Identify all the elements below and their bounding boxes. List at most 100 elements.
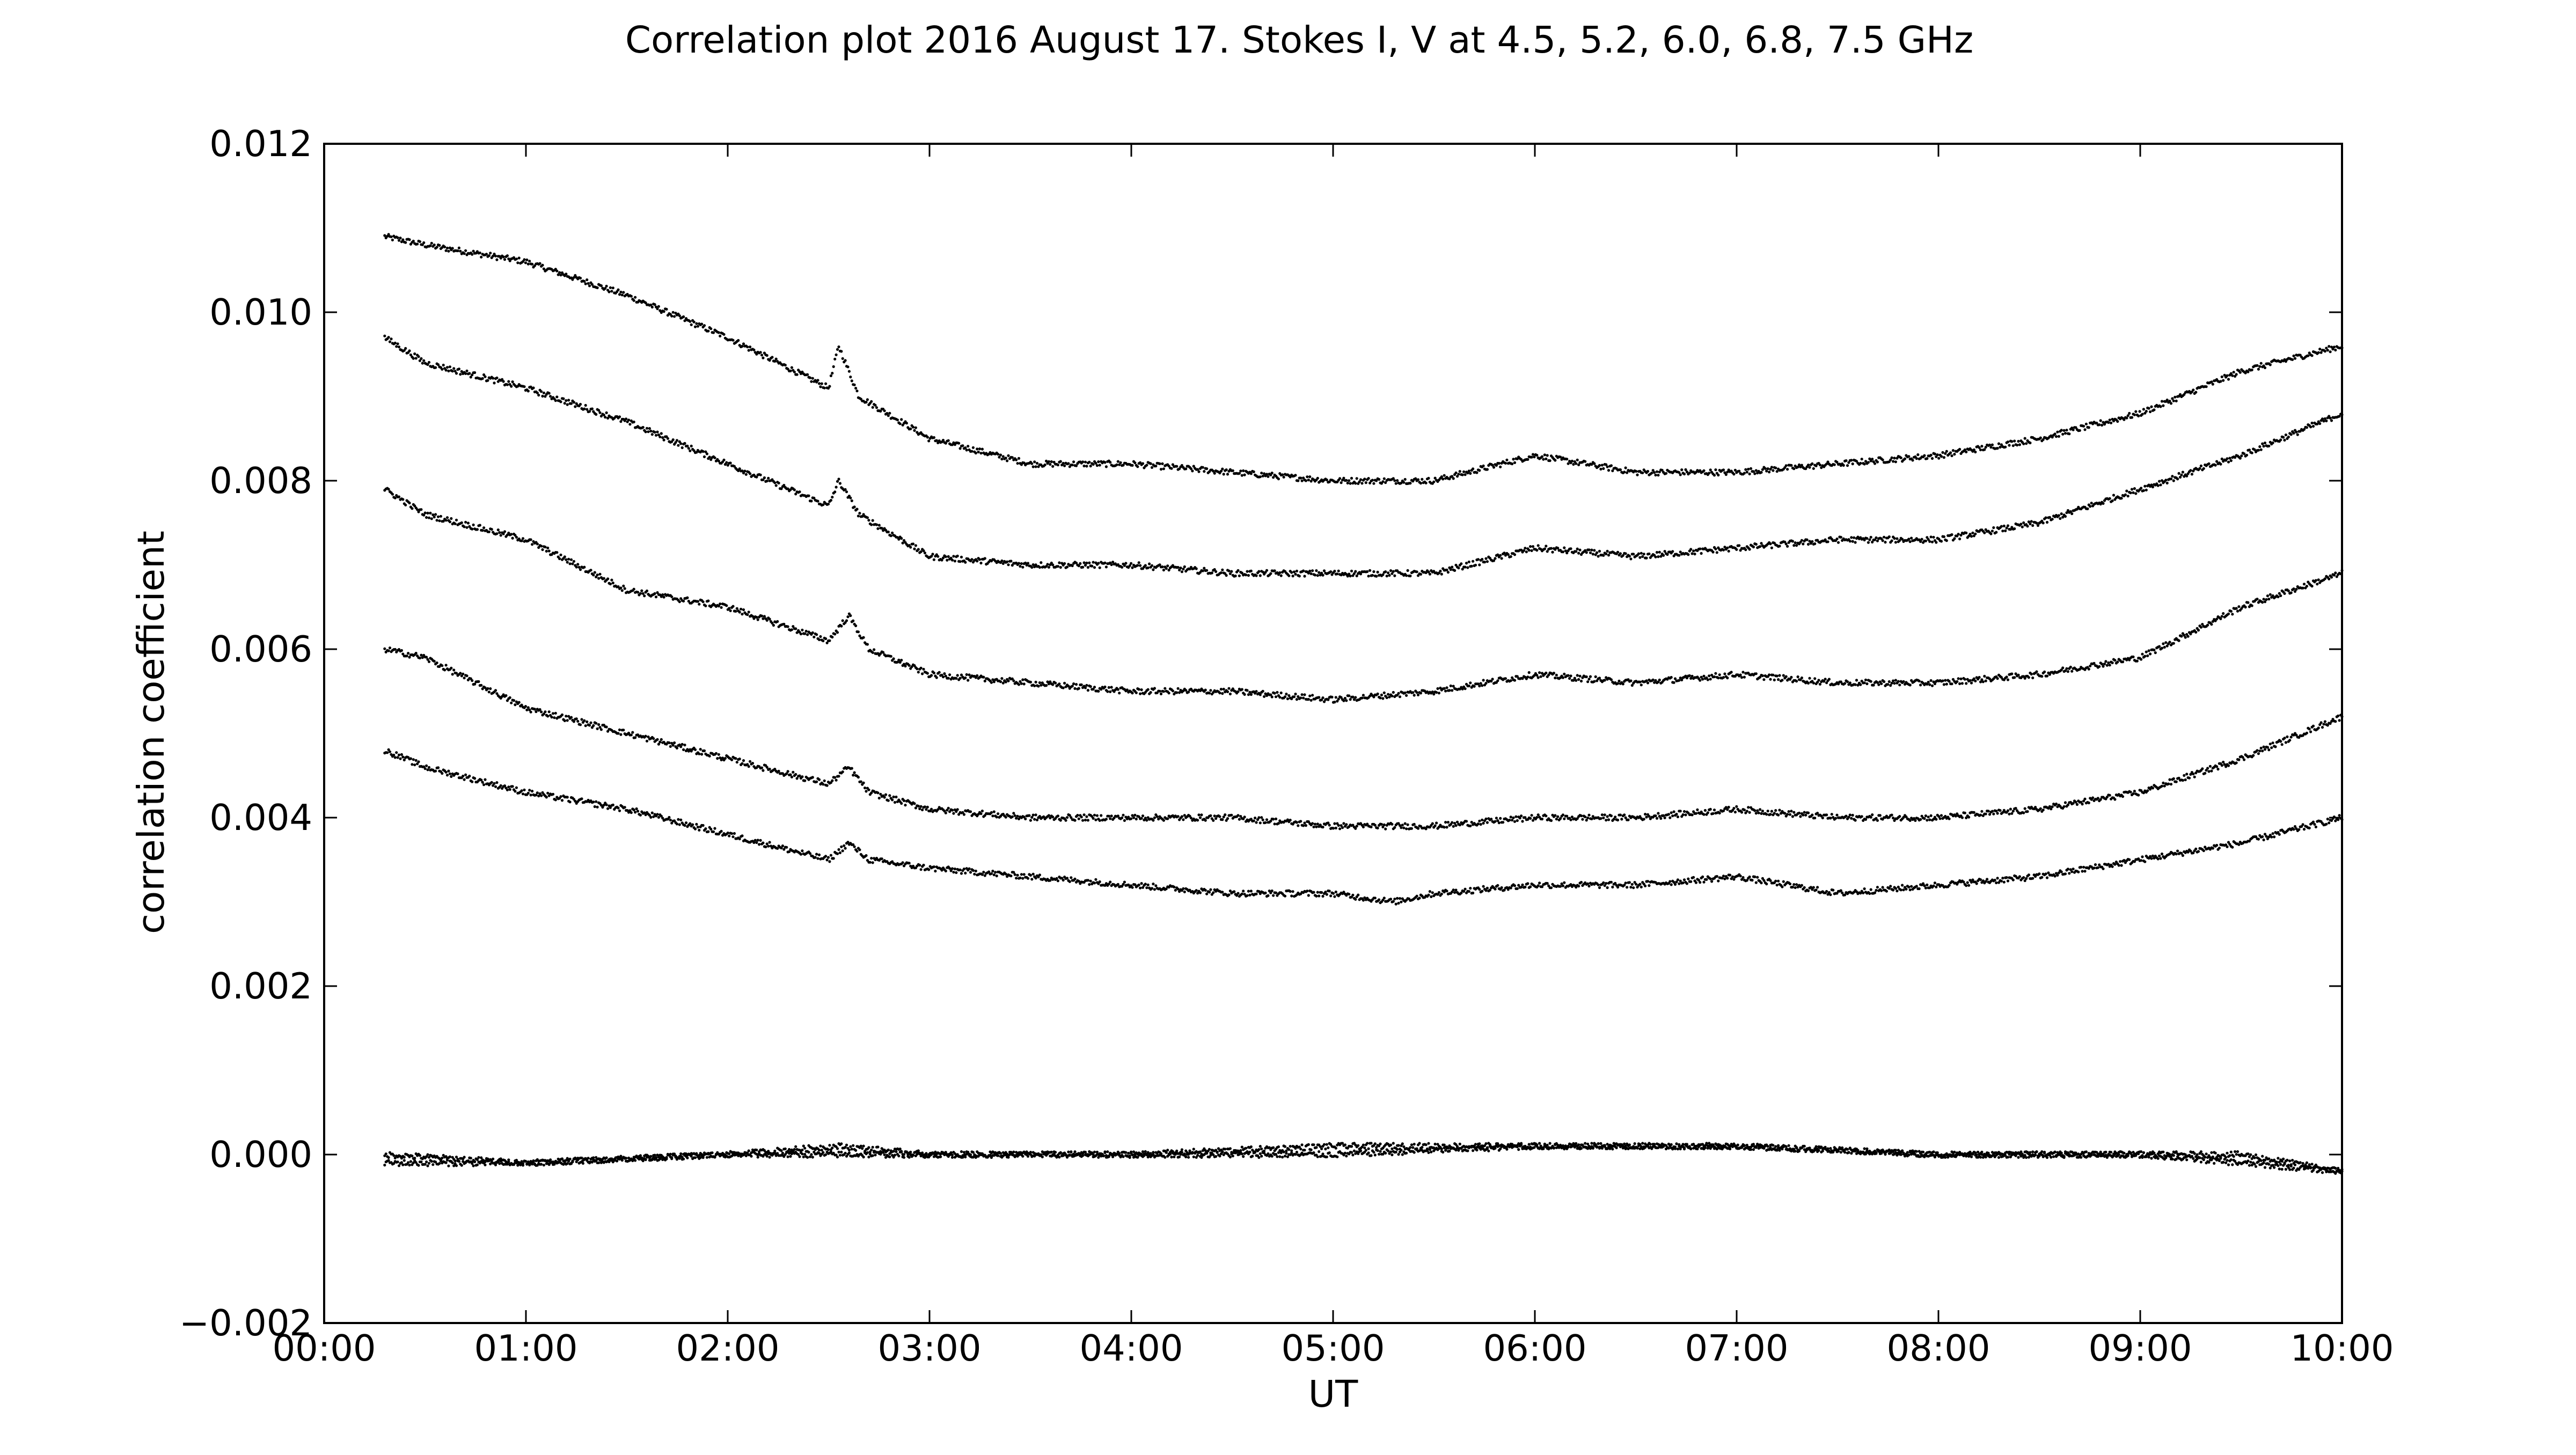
data-point [786, 625, 789, 628]
data-point [815, 780, 818, 783]
data-point [1684, 468, 1687, 472]
data-point [431, 513, 435, 517]
data-point [831, 372, 834, 375]
data-point [1448, 477, 1451, 481]
data-point [698, 602, 701, 606]
data-point [1303, 575, 1306, 578]
data-point [1496, 553, 1499, 556]
data-point [566, 561, 569, 564]
data-point [1085, 465, 1088, 468]
data-point [1290, 571, 1293, 574]
data-point [1020, 682, 1023, 685]
data-point [2296, 433, 2299, 436]
data-point [682, 315, 685, 319]
data-point [1203, 567, 1206, 570]
data-point [427, 361, 431, 364]
data-point [1336, 572, 1339, 576]
data-point [741, 344, 744, 348]
data-point [503, 530, 507, 533]
data-point [2268, 593, 2272, 596]
data-point [435, 246, 438, 249]
data-point [665, 307, 668, 311]
data-point [1997, 442, 2001, 445]
data-point [2279, 594, 2282, 597]
data-point [1163, 687, 1167, 690]
data-point [1653, 471, 1656, 474]
data-point [2314, 579, 2317, 582]
data-point [1843, 682, 1847, 685]
data-point [1167, 569, 1170, 572]
data-point [498, 531, 501, 534]
data-point [490, 528, 493, 531]
data-point [923, 805, 926, 809]
data-point [2181, 471, 2184, 474]
data-point [1372, 570, 1375, 574]
data-point [964, 561, 967, 564]
data-point [2158, 480, 2161, 483]
data-point [1775, 470, 1779, 473]
data-point [1990, 530, 1994, 533]
data-point [538, 262, 541, 265]
data-point [1570, 459, 1574, 462]
data-point [1654, 555, 1657, 559]
data-point [512, 699, 516, 702]
data-point [2059, 517, 2062, 520]
data-point [1629, 679, 1633, 682]
data-point [774, 484, 778, 487]
data-point [888, 794, 891, 797]
data-point [565, 273, 568, 276]
data-point [1171, 689, 1174, 693]
data-point [680, 743, 684, 746]
data-point [2202, 467, 2205, 470]
data-point [1481, 684, 1484, 687]
data-point [422, 513, 426, 517]
data-point [1778, 545, 1781, 548]
data-point [1984, 679, 1987, 682]
data-point [1873, 462, 1877, 465]
data-point [653, 303, 656, 306]
data-point [1813, 542, 1817, 546]
data-point [888, 411, 891, 415]
data-point [1219, 571, 1223, 575]
data-point [471, 527, 474, 531]
data-point [507, 380, 510, 383]
data-point [2111, 499, 2114, 503]
data-point [1474, 563, 1477, 567]
data-point [1945, 539, 1948, 542]
data-point [2031, 524, 2035, 527]
data-point [696, 325, 699, 328]
data-point [1845, 459, 1848, 462]
data-point [1175, 691, 1179, 694]
data-point [1197, 470, 1201, 473]
data-point [575, 717, 578, 721]
data-point [871, 519, 874, 522]
data-point [742, 342, 745, 346]
data-point [1221, 692, 1224, 695]
data-point [831, 779, 834, 782]
data-point [2030, 520, 2033, 523]
data-point [472, 523, 475, 527]
data-point [1886, 683, 1890, 686]
data-point [1808, 677, 1811, 680]
data-point [1883, 535, 1886, 539]
data-point [1141, 462, 1145, 465]
data-point [2022, 442, 2025, 445]
data-point [1894, 679, 1897, 682]
data-point [481, 377, 484, 380]
data-point [2194, 391, 2198, 394]
data-point [900, 802, 903, 805]
data-point [883, 409, 886, 413]
data-point [563, 402, 566, 405]
data-point [547, 549, 551, 553]
data-point [1308, 694, 1312, 697]
data-point [1577, 552, 1580, 555]
data-point [919, 805, 923, 808]
data-point [409, 353, 413, 357]
data-point [1567, 674, 1570, 677]
data-point [1372, 482, 1375, 485]
data-point [2036, 524, 2040, 527]
data-point [1629, 557, 1633, 561]
data-point [447, 249, 450, 253]
data-point [1607, 554, 1611, 557]
data-point [1381, 697, 1385, 700]
